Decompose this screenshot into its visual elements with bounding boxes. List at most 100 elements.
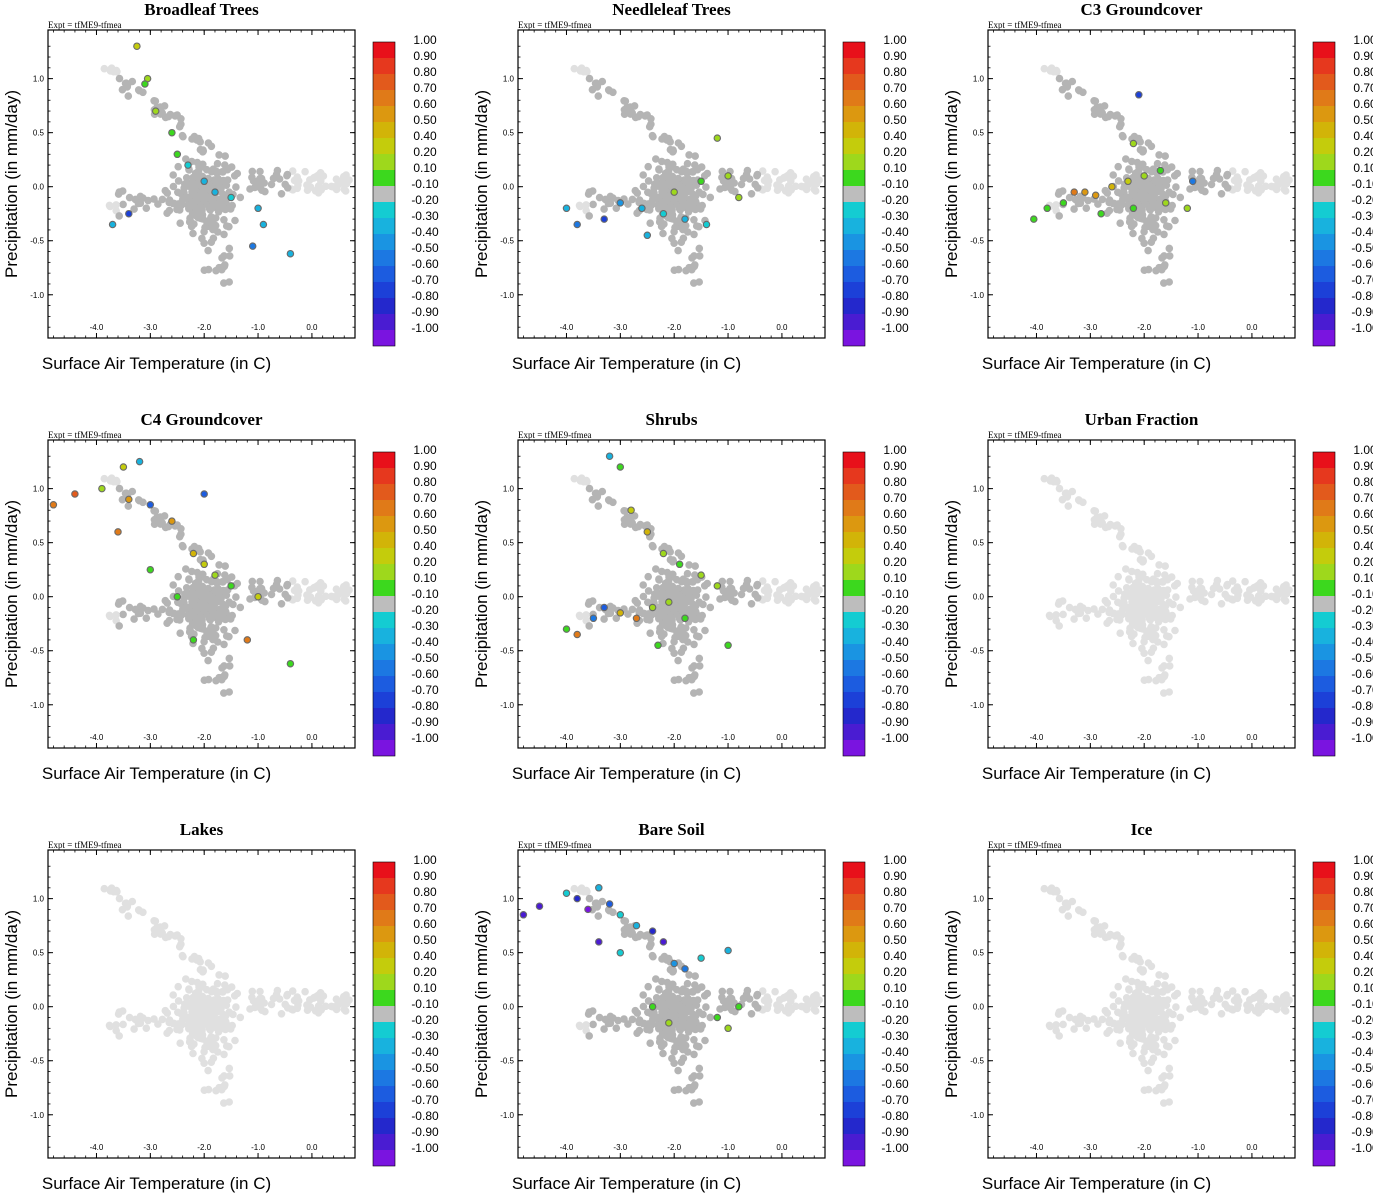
- background-point: [633, 209, 641, 218]
- background-point: [1230, 586, 1239, 595]
- background-point: [689, 988, 697, 996]
- background-point: [688, 613, 696, 621]
- background-point: [189, 229, 197, 238]
- colorbar-label: -0.70: [1351, 273, 1373, 287]
- background-point: [1124, 603, 1133, 612]
- background-point: [654, 1013, 663, 1022]
- colorbar-swatch: [843, 628, 865, 644]
- background-point: [201, 1043, 209, 1052]
- background-point: [688, 1023, 696, 1031]
- background-point: [594, 92, 603, 100]
- background-point: [1101, 186, 1110, 195]
- y-tick-label: 1.0: [973, 75, 985, 84]
- y-tick-label: 0.0: [973, 183, 985, 192]
- background-point: [151, 917, 160, 925]
- background-point: [1191, 183, 1199, 192]
- data-point: [1135, 91, 1143, 99]
- y-tick-label: 1.0: [503, 75, 515, 84]
- background-point: [115, 484, 124, 493]
- panel-shrubs: Shrubs Expt = tfME9-tfmea -4.0 -3.0 -2.0 -1.0…: [472, 410, 909, 783]
- background-point: [786, 177, 795, 185]
- background-point: [671, 1014, 679, 1023]
- background-point: [221, 261, 229, 269]
- background-point: [191, 595, 200, 604]
- background-point: [688, 664, 696, 672]
- y-tick-label: 0.5: [503, 539, 515, 548]
- background-point: [272, 580, 281, 589]
- background-point: [1241, 577, 1249, 586]
- colorbar-swatch: [843, 644, 865, 660]
- data-point: [616, 911, 625, 919]
- background-point: [690, 216, 698, 224]
- background-point: [293, 594, 302, 603]
- y-tick-label: -1.0: [30, 1111, 44, 1120]
- background-point: [115, 1032, 123, 1040]
- colorbar-swatch: [1313, 740, 1335, 756]
- background-point: [196, 1030, 205, 1039]
- background-point: [198, 967, 207, 976]
- x-tick-label: 0.0: [306, 733, 318, 742]
- colorbar-label: -0.30: [411, 619, 439, 633]
- colorbar-label: -0.40: [411, 1045, 439, 1059]
- data-point: [632, 921, 641, 930]
- background-point: [1059, 610, 1067, 619]
- background-point: [1138, 148, 1147, 156]
- colorbar-label: 0.80: [883, 475, 907, 489]
- panel-title: C4 Groundcover: [141, 410, 263, 429]
- background-point: [1141, 633, 1149, 642]
- background-point: [1221, 180, 1229, 189]
- background-point: [207, 214, 215, 222]
- y-tick-label: -1.0: [970, 701, 984, 710]
- background-point: [215, 151, 223, 159]
- background-point: [169, 581, 178, 589]
- background-point: [1094, 200, 1102, 208]
- panel-broadleaf-trees: Broadleaf Trees Expt = tfME9-tfmea -4.0 -3.…: [2, 0, 439, 373]
- background-point: [1118, 541, 1127, 550]
- background-point: [124, 92, 133, 100]
- background-point: [198, 148, 207, 156]
- background-point: [585, 1008, 594, 1016]
- data-point: [605, 452, 614, 460]
- colorbar-swatch: [373, 580, 395, 596]
- colorbar-label: -0.40: [881, 635, 909, 649]
- y-tick-label: -1.0: [30, 701, 44, 710]
- colorbar-label: -0.20: [1351, 603, 1373, 617]
- background-point: [776, 183, 785, 192]
- background-point: [339, 585, 348, 593]
- background-point: [1144, 675, 1153, 684]
- background-point: [1176, 193, 1185, 202]
- background-point: [661, 186, 669, 194]
- background-point: [134, 199, 143, 208]
- x-axis-label: Surface Air Temperature (in C): [42, 354, 271, 373]
- background-point: [671, 604, 679, 613]
- background-point: [674, 139, 683, 147]
- colorbar-label: 1.00: [413, 443, 437, 457]
- background-point: [648, 951, 657, 960]
- background-point: [175, 942, 184, 951]
- background-point: [181, 592, 190, 601]
- background-point: [1279, 175, 1288, 183]
- background-point: [112, 66, 121, 75]
- colorbar-swatch: [843, 580, 865, 596]
- x-tick-label: -3.0: [143, 733, 157, 742]
- background-point: [119, 200, 127, 209]
- background-point: [220, 1036, 228, 1044]
- background-point: [742, 580, 751, 589]
- background-point: [728, 186, 736, 195]
- x-tick-label: -3.0: [143, 323, 157, 332]
- x-tick-label: 0.0: [776, 1143, 788, 1152]
- background-point: [1055, 598, 1064, 606]
- background-point: [115, 74, 124, 83]
- colorbar-swatch: [1313, 484, 1335, 500]
- colorbar-swatch: [373, 1054, 395, 1070]
- data-point: [562, 889, 571, 897]
- colorbar-swatch: [373, 660, 395, 676]
- background-point: [1165, 244, 1174, 253]
- background-point: [290, 996, 299, 1005]
- colorbar-label: 0.60: [413, 917, 437, 931]
- colorbar-swatch: [373, 564, 395, 580]
- background-point: [763, 594, 772, 603]
- y-tick-label: -0.5: [970, 647, 984, 656]
- data-point: [648, 927, 657, 935]
- background-point: [256, 577, 264, 586]
